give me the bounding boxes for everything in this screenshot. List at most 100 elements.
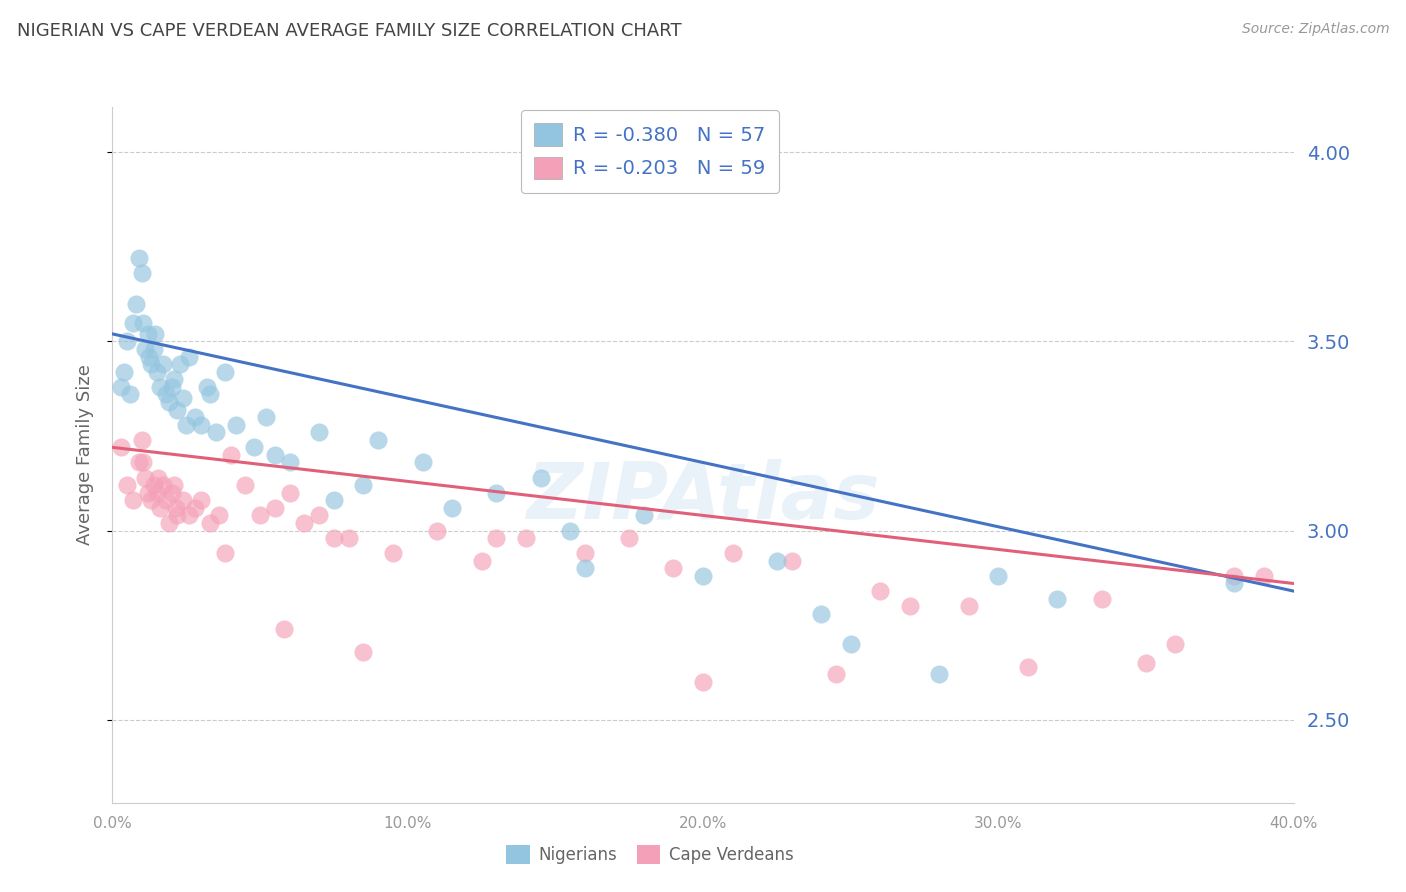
Point: [273, 622, 295, 636]
Point: [957, 599, 980, 614]
Point: [112, 365, 135, 379]
Point: [166, 402, 188, 417]
Point: [134, 342, 156, 356]
Point: [139, 493, 162, 508]
Point: [766, 554, 789, 568]
Point: [163, 372, 186, 386]
Point: [264, 500, 287, 515]
Text: ZIPAtlas: ZIPAtlas: [526, 458, 880, 534]
Point: [264, 448, 287, 462]
Point: [131, 433, 153, 447]
Point: [426, 524, 449, 538]
Point: [110, 441, 132, 455]
Point: [560, 524, 582, 538]
Point: [155, 387, 177, 401]
Point: [515, 531, 537, 545]
Point: [1091, 591, 1114, 606]
Point: [810, 607, 832, 621]
Point: [198, 516, 221, 530]
Point: [323, 531, 346, 545]
Point: [149, 380, 172, 394]
Point: [308, 508, 330, 523]
Point: [662, 561, 685, 575]
Point: [131, 267, 153, 281]
Point: [155, 493, 177, 508]
Point: [898, 599, 921, 614]
Point: [172, 493, 194, 508]
Point: [412, 455, 434, 469]
Point: [166, 508, 188, 523]
Point: [233, 478, 256, 492]
Point: [128, 455, 150, 469]
Legend: Nigerians, Cape Verdeans: Nigerians, Cape Verdeans: [499, 838, 800, 871]
Point: [195, 380, 218, 394]
Point: [163, 478, 186, 492]
Point: [174, 417, 197, 432]
Point: [184, 500, 207, 515]
Point: [152, 478, 174, 492]
Point: [146, 485, 169, 500]
Point: [149, 500, 172, 515]
Point: [692, 674, 714, 689]
Point: [1046, 591, 1069, 606]
Point: [574, 561, 596, 575]
Point: [138, 350, 160, 364]
Point: [337, 531, 360, 545]
Point: [142, 478, 165, 492]
Point: [125, 296, 148, 310]
Point: [869, 584, 891, 599]
Point: [179, 350, 201, 364]
Point: [157, 395, 180, 409]
Point: [692, 569, 714, 583]
Point: [278, 485, 301, 500]
Point: [198, 387, 221, 401]
Point: [134, 470, 156, 484]
Point: [1135, 656, 1157, 670]
Point: [1164, 637, 1187, 651]
Point: [128, 252, 150, 266]
Point: [146, 365, 169, 379]
Point: [165, 500, 187, 515]
Text: Source: ZipAtlas.com: Source: ZipAtlas.com: [1241, 22, 1389, 37]
Point: [148, 470, 170, 484]
Point: [485, 485, 508, 500]
Point: [1223, 569, 1246, 583]
Point: [136, 326, 159, 341]
Point: [824, 667, 846, 681]
Point: [132, 455, 155, 469]
Point: [987, 569, 1010, 583]
Point: [169, 357, 191, 371]
Point: [110, 380, 132, 394]
Point: [214, 365, 236, 379]
Point: [143, 326, 166, 341]
Point: [160, 380, 183, 394]
Point: [485, 531, 508, 545]
Point: [117, 334, 138, 349]
Point: [382, 546, 405, 560]
Point: [132, 316, 155, 330]
Point: [219, 448, 242, 462]
Point: [619, 531, 641, 545]
Point: [574, 546, 596, 560]
Point: [152, 357, 174, 371]
Point: [205, 425, 228, 440]
Point: [278, 455, 301, 469]
Point: [136, 485, 159, 500]
Point: [249, 508, 271, 523]
Point: [157, 516, 180, 530]
Point: [1223, 576, 1246, 591]
Point: [292, 516, 315, 530]
Point: [470, 554, 494, 568]
Point: [839, 637, 862, 651]
Point: [184, 410, 207, 425]
Point: [367, 433, 389, 447]
Point: [160, 485, 183, 500]
Point: [308, 425, 330, 440]
Point: [441, 500, 464, 515]
Point: [254, 410, 277, 425]
Point: [142, 342, 165, 356]
Point: [529, 470, 551, 484]
Point: [721, 546, 744, 560]
Point: [214, 546, 236, 560]
Point: [780, 554, 803, 568]
